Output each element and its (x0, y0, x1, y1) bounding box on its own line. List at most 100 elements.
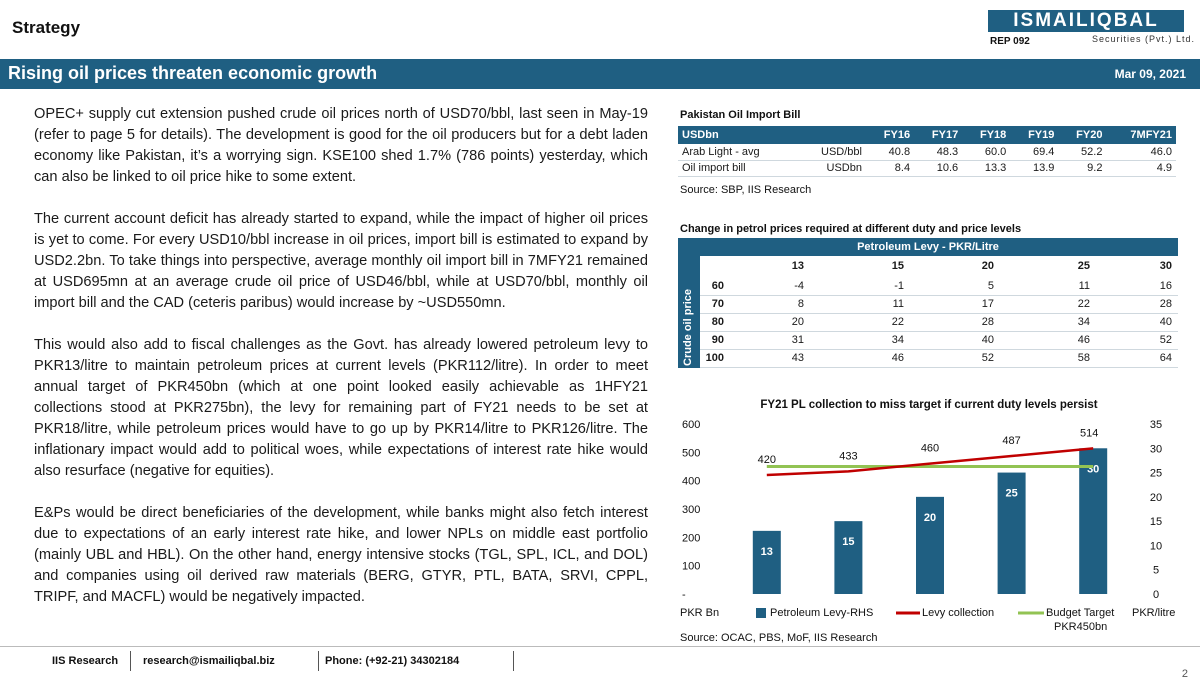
line-value-label: 420 (758, 454, 776, 466)
footer-divider (318, 651, 319, 671)
report-code: REP 092 (990, 36, 1030, 47)
levy-bar (752, 530, 781, 594)
footer-research: IIS Research (52, 655, 119, 667)
table-header-row: USDbn FY16 FY17 FY18 FY19 FY20 7MFY21 (678, 126, 1176, 144)
table-header-cell: 7MFY21 (1106, 126, 1176, 144)
line-value-label: 460 (921, 443, 939, 455)
table-cell: 48.3 (914, 144, 963, 161)
table-cell: 17 (981, 298, 994, 310)
legend-label: PKR450bn (1054, 621, 1107, 633)
import-table-title: Pakistan Oil Import Bill (680, 109, 801, 121)
table-cell: 13.9 (1010, 160, 1059, 177)
levy-bar (997, 472, 1026, 594)
y2-tick-label: 20 (1150, 492, 1162, 504)
chart-source: Source: OCAC, PBS, MoF, IIS Research (680, 632, 878, 644)
y2-tick-label: 25 (1150, 468, 1162, 480)
y2-tick-label: 15 (1150, 516, 1162, 528)
table-header-cell: FY18 (962, 126, 1011, 144)
crude-price-row-label: 90 (711, 334, 724, 346)
report-header: Strategy ISMAILIQBAL Securities (Pvt.) L… (0, 0, 1200, 56)
y-tick-label: 600 (682, 419, 700, 431)
bar-value-label: 25 (1005, 488, 1017, 500)
table-cell: 8 (797, 298, 804, 310)
table-cell: 28 (981, 316, 994, 328)
row-divider (700, 295, 1178, 296)
section-label: Strategy (12, 18, 81, 37)
chart-title: FY21 PL collection to miss target if cur… (760, 399, 1097, 411)
table-cell: 8.4 (866, 160, 915, 177)
page-number: 2 (1181, 668, 1188, 678)
table-cell: 52 (981, 352, 994, 364)
footer-divider (513, 651, 514, 671)
levy-column-header: 13 (791, 260, 804, 272)
table-cell: -1 (894, 280, 904, 292)
table-cell: 10.6 (914, 160, 963, 177)
import-table-source: Source: SBP, IIS Research (680, 184, 812, 196)
petrol-table-band: Petroleum Levy - PKR/Litre (678, 238, 1178, 256)
body-text: OPEC+ supply cut extension pushed crude … (34, 104, 648, 629)
table-cell: 13.3 (962, 160, 1011, 177)
y2-axis-label: PKR/litre (1132, 607, 1175, 619)
table-cell: 60.0 (962, 144, 1011, 161)
legend-bar-swatch (756, 608, 766, 618)
table-cell: 34 (1077, 316, 1090, 328)
levy-bar (834, 521, 863, 594)
levy-bar (916, 496, 944, 594)
table-row: Arab Light - avg USD/bbl 40.8 48.3 60.0 … (678, 144, 1176, 161)
table-cell: 46 (891, 352, 904, 364)
table-cell: 11 (1078, 280, 1090, 292)
table-cell: -4 (794, 280, 804, 292)
y-tick-label: 400 (682, 476, 700, 488)
y-tick-label: 500 (682, 447, 700, 459)
petrol-price-table: Petroleum Levy - PKR/Litre Crude oil pri… (678, 238, 1178, 368)
line-value-label: 487 (1002, 435, 1020, 447)
paragraph: OPEC+ supply cut extension pushed crude … (34, 106, 648, 185)
title-band: Rising oil prices threaten economic grow… (0, 59, 1200, 89)
table-header-cell: FY16 (866, 126, 915, 144)
y-tick-label: 300 (682, 504, 700, 516)
company-logo-subtitle: Securities (Pvt.) Ltd. (1092, 34, 1196, 44)
table-row: Oil import bill USDbn 8.4 10.6 13.3 13.9… (678, 160, 1176, 177)
levy-column-header: 15 (891, 260, 904, 272)
crude-price-row-label: 80 (711, 316, 724, 328)
report-title: Rising oil prices threaten economic grow… (8, 63, 378, 83)
table-header-cell: USDbn (678, 126, 798, 144)
table-cell: 40 (1159, 316, 1172, 328)
table-header-cell: FY19 (1010, 126, 1059, 144)
y-tick-label: 100 (682, 561, 700, 573)
table-cell: 40.8 (866, 144, 915, 161)
company-logo: ISMAILIQBAL (988, 10, 1184, 32)
petrol-table-side: Crude oil price (678, 256, 700, 368)
y2-tick-label: 0 (1153, 589, 1159, 601)
paragraph: E&Ps would be direct beneficiaries of th… (34, 505, 648, 605)
table-cell: 52.2 (1058, 144, 1107, 161)
levy-chart: FY21 PL collection to miss target if cur… (678, 394, 1180, 646)
levy-column-header: 30 (1159, 260, 1172, 272)
paragraph: This would also add to fiscal challenges… (34, 337, 648, 479)
y2-tick-label: 5 (1153, 565, 1159, 577)
levy-bar (1079, 448, 1108, 594)
row-divider (700, 367, 1178, 368)
table-cell: 40 (981, 334, 994, 346)
table-cell: 4.9 (1106, 160, 1176, 177)
oil-import-table: USDbn FY16 FY17 FY18 FY19 FY20 7MFY21 Ar… (678, 126, 1176, 177)
footer-email[interactable]: research@ismailiqbal.biz (143, 655, 275, 667)
table-cell: 69.4 (1010, 144, 1059, 161)
row-divider (700, 313, 1178, 314)
table-header-cell: FY17 (914, 126, 963, 144)
table-cell: 46.0 (1106, 144, 1176, 161)
y2-tick-label: 10 (1150, 540, 1162, 552)
table-cell: Oil import bill (678, 160, 798, 177)
crude-price-axis-label: Crude oil price (682, 288, 694, 366)
table-cell: 64 (1159, 352, 1172, 364)
levy-chart-svg: FY21 PL collection to miss target if cur… (680, 399, 1175, 633)
table-cell: 9.2 (1058, 160, 1107, 177)
table-cell: 5 (987, 280, 994, 292)
levy-collection-line (766, 447, 1094, 477)
report-date: Mar 09, 2021 (1114, 67, 1186, 81)
levy-column-header: 20 (981, 260, 994, 272)
legend-label: Levy collection (922, 607, 994, 619)
table-cell: 43 (791, 352, 804, 364)
footer-phone: Phone: (+92-21) 34302184 (325, 655, 460, 667)
table-cell: 52 (1159, 334, 1172, 346)
